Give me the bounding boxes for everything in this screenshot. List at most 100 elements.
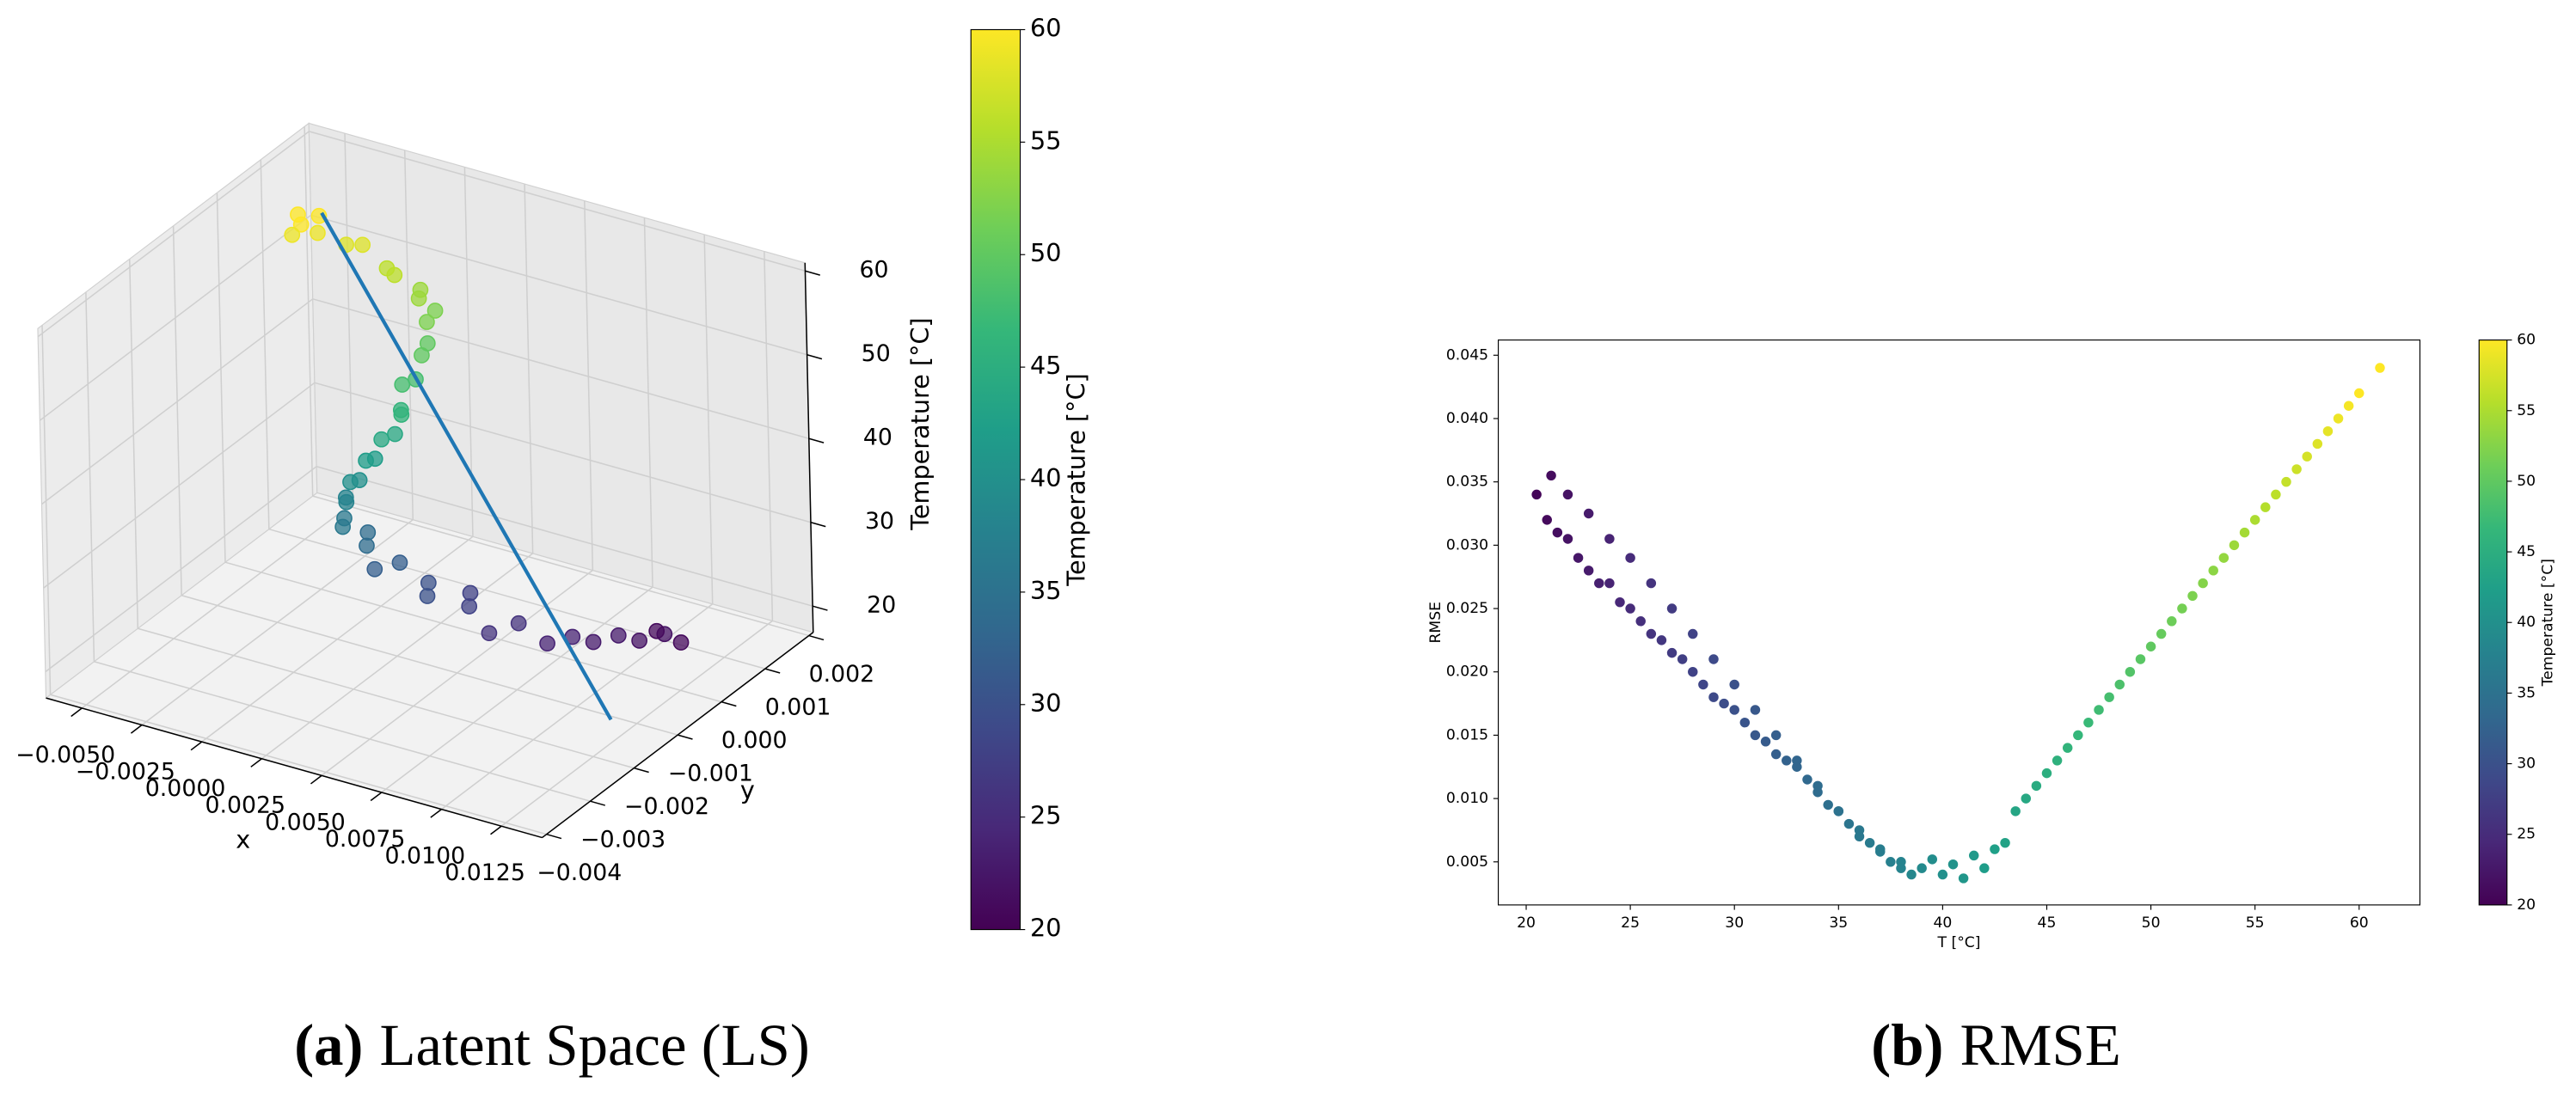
point <box>2218 553 2229 563</box>
y-axis-label: RMSE <box>1427 602 1444 644</box>
x-tick <box>250 758 262 768</box>
x-axis-label: T [°C] <box>1937 934 1981 951</box>
y-tick-label: −0.001 <box>668 760 753 786</box>
plot-frame <box>1497 339 2421 906</box>
point <box>1927 854 1938 865</box>
point <box>1708 692 1719 702</box>
x-tick <box>430 808 442 818</box>
point <box>1552 527 1563 538</box>
colorbar <box>970 28 1021 931</box>
x-axis-label: x <box>236 824 250 853</box>
point <box>1625 603 1635 614</box>
z-tick <box>805 270 820 276</box>
point <box>2021 793 2032 804</box>
point <box>394 376 411 393</box>
colorbar-tick-label: 30 <box>2517 755 2536 773</box>
point <box>1802 774 1812 785</box>
y-tick-label: 0.002 <box>809 661 875 688</box>
x-tick-label: 0.0000 <box>145 775 226 802</box>
z-tick <box>810 521 826 528</box>
point <box>2208 566 2218 576</box>
point <box>410 290 427 307</box>
colorbar-tick-label: 60 <box>1030 13 1061 42</box>
colorbar-tick-label: 45 <box>2517 543 2536 560</box>
z-tick-label: 40 <box>863 425 892 451</box>
point <box>2145 641 2156 651</box>
z-tick <box>812 605 828 611</box>
fit-line <box>320 211 613 721</box>
point <box>2083 717 2094 728</box>
latent-space-panel: −0.0050−0.00250.00000.00250.00500.00750.… <box>15 13 1090 942</box>
z-axis-label: Temperature [°C] <box>905 317 935 530</box>
grid-line <box>260 159 270 529</box>
y-tick-label: 0.010 <box>1446 790 1488 807</box>
point <box>2062 743 2073 753</box>
grid-line <box>181 594 678 736</box>
point <box>1906 869 1917 880</box>
colorbar-tick-label: 50 <box>2517 473 2536 490</box>
point <box>391 554 408 571</box>
grid-line <box>309 131 806 272</box>
colorbar-tick-label: 40 <box>2517 614 2536 631</box>
point <box>1542 515 1552 525</box>
colorbar-tick-label: 40 <box>1030 463 1061 492</box>
y-tick-label: −0.004 <box>537 859 622 886</box>
x-tick-label: 0.0125 <box>445 859 525 886</box>
x-tick-label: −0.0050 <box>15 742 115 768</box>
grid-line <box>216 193 226 563</box>
y-tick-label: 0.035 <box>1446 474 1488 491</box>
point <box>2156 628 2167 639</box>
point <box>2177 603 2187 614</box>
point <box>393 407 410 423</box>
point <box>2010 806 2021 816</box>
grid-line <box>304 126 314 497</box>
grid-line <box>138 627 635 769</box>
point <box>358 452 374 469</box>
y-tick-label: 0.001 <box>765 694 831 720</box>
x-tick <box>370 792 383 802</box>
z-tick <box>807 354 823 360</box>
point <box>1843 818 1855 829</box>
grid-line <box>316 466 813 607</box>
y-axis-label: y <box>740 775 755 804</box>
colorbar-tick-label: 20 <box>1030 914 1061 943</box>
point <box>2041 768 2052 779</box>
caption-b: (b) RMSE <box>1871 1012 2120 1078</box>
point <box>1604 578 1615 589</box>
grid-line <box>50 694 547 835</box>
y-tick-label: 0.030 <box>1446 536 1488 554</box>
point <box>359 524 377 541</box>
x-tick <box>310 774 322 785</box>
point <box>2052 755 2063 766</box>
point <box>1782 755 1792 766</box>
point <box>1823 799 1833 810</box>
point <box>1688 666 1698 677</box>
colorbar-tick-label: 20 <box>2517 896 2536 914</box>
x-tick-label: 0.0100 <box>385 843 466 870</box>
point <box>1792 755 1802 766</box>
colorbar-tick-label: 55 <box>1030 125 1061 155</box>
point <box>1646 628 1657 639</box>
point <box>1750 705 1761 715</box>
point <box>1729 705 1739 715</box>
point <box>366 560 383 578</box>
point <box>1615 596 1625 608</box>
point <box>1833 806 1844 816</box>
point <box>1864 837 1875 848</box>
point <box>1677 654 1688 664</box>
point <box>1958 873 1969 884</box>
x-tick-label: 60 <box>2350 914 2369 932</box>
x-tick-label: 20 <box>1517 914 1536 932</box>
point <box>2114 679 2125 690</box>
colorbar-tick-label: 35 <box>2517 684 2536 701</box>
grid-line <box>524 183 534 554</box>
grid-line <box>584 200 594 571</box>
point <box>2322 425 2334 437</box>
point <box>2031 780 2042 792</box>
colorbar-tick-label: 25 <box>2517 826 2536 843</box>
point <box>337 489 354 506</box>
point <box>2312 438 2323 450</box>
point <box>1979 863 1990 873</box>
point <box>1990 844 2000 854</box>
point <box>1875 844 1886 854</box>
